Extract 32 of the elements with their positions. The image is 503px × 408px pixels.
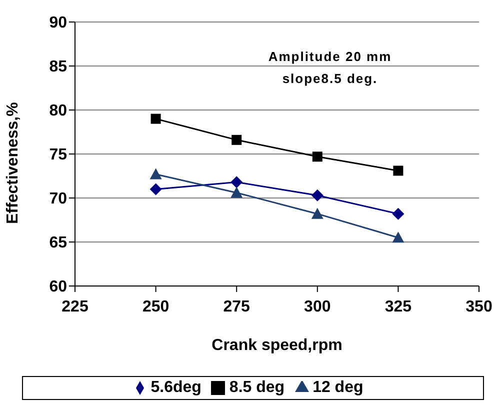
point [232, 134, 242, 145]
point [230, 186, 243, 198]
x-tick-label: 225 [62, 298, 88, 316]
legend-label: 12 deg [312, 379, 364, 396]
point [230, 176, 243, 188]
x-axis-title: Crank speed,rpm [212, 337, 342, 354]
y-axis-title: Effectiveness,% [4, 102, 22, 224]
y-tick-label: 90 [49, 14, 68, 32]
y-tick-label: 75 [49, 146, 68, 164]
point [392, 232, 404, 243]
point [393, 166, 404, 176]
y-tick-label: 60 [49, 278, 68, 296]
x-tick-label: 300 [304, 298, 331, 316]
annotation: slope8.5 deg. [281, 70, 379, 88]
y-tick-label: 85 [49, 58, 68, 76]
point [311, 189, 324, 202]
y-tick-label: 70 [49, 190, 68, 208]
legend-label: 8.5 deg [229, 379, 285, 396]
x-tick-label: 250 [142, 298, 170, 316]
point [392, 208, 404, 220]
point [311, 208, 324, 219]
legend-label: 5.6deg [150, 379, 202, 396]
x-tick-label: 275 [223, 298, 250, 316]
x-tick-label: 325 [384, 298, 412, 316]
annotation: Amplitude 20 mm [267, 48, 393, 66]
y-tick-label: 80 [49, 102, 68, 120]
point [150, 183, 162, 196]
y-tick-label: 65 [49, 234, 68, 252]
point [150, 114, 161, 124]
x-tick-label: 350 [466, 298, 492, 316]
point [312, 152, 322, 162]
point [150, 168, 162, 180]
